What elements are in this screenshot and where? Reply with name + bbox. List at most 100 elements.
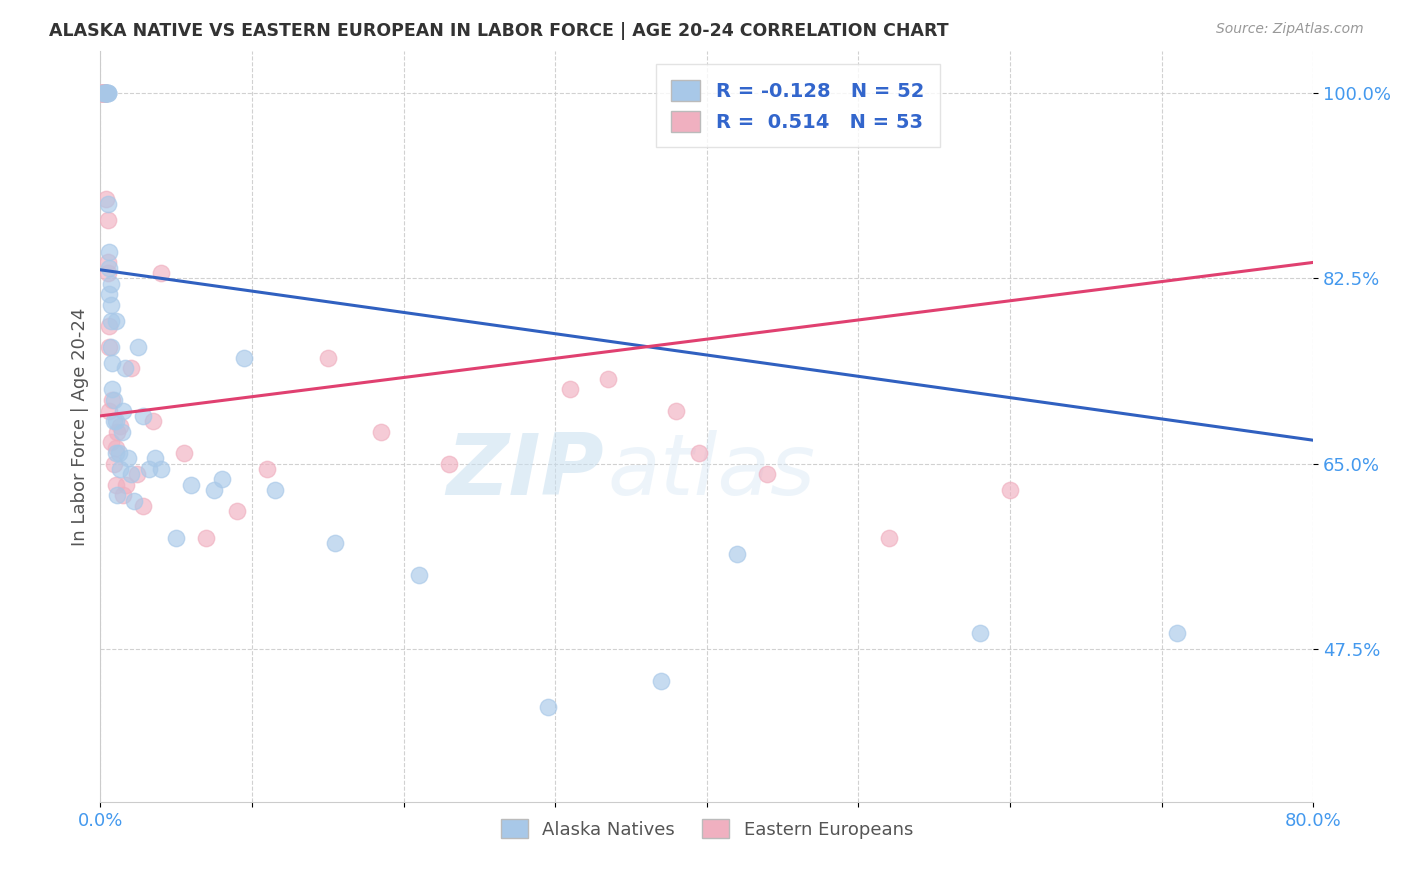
Point bbox=[97, 255, 120, 269]
Point bbox=[650, 673, 672, 688]
Point bbox=[688, 446, 710, 460]
Point bbox=[101, 383, 124, 397]
Point bbox=[101, 392, 124, 407]
Point bbox=[165, 531, 187, 545]
Point bbox=[103, 392, 125, 407]
Point bbox=[105, 488, 128, 502]
Point bbox=[97, 86, 120, 100]
Point bbox=[107, 446, 129, 460]
Point bbox=[96, 86, 118, 100]
Point bbox=[100, 340, 122, 354]
Point bbox=[104, 477, 127, 491]
Point bbox=[598, 372, 620, 386]
Point bbox=[100, 298, 122, 312]
Point bbox=[112, 403, 135, 417]
Point bbox=[173, 446, 195, 460]
Point bbox=[122, 493, 145, 508]
Point bbox=[437, 457, 460, 471]
Point bbox=[98, 340, 121, 354]
Point bbox=[560, 383, 582, 397]
Point bbox=[233, 351, 256, 365]
Point bbox=[97, 266, 120, 280]
Y-axis label: In Labor Force | Age 20-24: In Labor Force | Age 20-24 bbox=[72, 307, 89, 546]
Point bbox=[93, 86, 115, 100]
Point bbox=[225, 504, 247, 518]
Point bbox=[94, 86, 117, 100]
Point bbox=[756, 467, 779, 482]
Point bbox=[138, 462, 160, 476]
Point bbox=[998, 483, 1021, 497]
Point bbox=[117, 451, 139, 466]
Point bbox=[104, 441, 127, 455]
Point bbox=[96, 192, 118, 206]
Point bbox=[96, 86, 118, 100]
Point bbox=[96, 86, 118, 100]
Point bbox=[125, 467, 148, 482]
Text: ZIP: ZIP bbox=[446, 430, 603, 513]
Point bbox=[665, 403, 688, 417]
Point bbox=[325, 536, 347, 550]
Point bbox=[94, 86, 117, 100]
Point bbox=[256, 462, 278, 476]
Point bbox=[93, 86, 115, 100]
Point bbox=[101, 356, 124, 370]
Point bbox=[150, 266, 173, 280]
Point bbox=[93, 86, 115, 100]
Point bbox=[104, 414, 127, 428]
Point bbox=[195, 531, 218, 545]
Point bbox=[97, 197, 120, 211]
Point bbox=[93, 86, 115, 100]
Point bbox=[93, 86, 115, 100]
Point bbox=[94, 86, 117, 100]
Point bbox=[98, 287, 121, 301]
Point bbox=[97, 213, 120, 227]
Point bbox=[143, 451, 166, 466]
Text: Source: ZipAtlas.com: Source: ZipAtlas.com bbox=[1216, 22, 1364, 37]
Point bbox=[90, 86, 112, 100]
Point bbox=[104, 313, 127, 327]
Point bbox=[100, 435, 122, 450]
Point bbox=[263, 483, 285, 497]
Point bbox=[94, 86, 117, 100]
Point bbox=[93, 86, 115, 100]
Point bbox=[98, 403, 121, 417]
Point bbox=[96, 86, 118, 100]
Point bbox=[110, 425, 132, 439]
Point bbox=[132, 409, 155, 423]
Point bbox=[97, 86, 120, 100]
Point bbox=[112, 488, 135, 502]
Point bbox=[96, 86, 118, 100]
Point bbox=[114, 361, 136, 376]
Point bbox=[108, 419, 131, 434]
Point bbox=[105, 425, 128, 439]
Point bbox=[97, 86, 120, 100]
Point bbox=[150, 462, 173, 476]
Point bbox=[877, 531, 900, 545]
Point bbox=[211, 472, 233, 486]
Point bbox=[90, 86, 112, 100]
Point bbox=[969, 626, 991, 640]
Point bbox=[93, 86, 115, 100]
Point bbox=[370, 425, 392, 439]
Point bbox=[98, 260, 121, 275]
Point bbox=[94, 86, 117, 100]
Point bbox=[108, 462, 131, 476]
Point bbox=[103, 457, 125, 471]
Text: ALASKA NATIVE VS EASTERN EUROPEAN IN LABOR FORCE | AGE 20-24 CORRELATION CHART: ALASKA NATIVE VS EASTERN EUROPEAN IN LAB… bbox=[49, 22, 949, 40]
Point bbox=[536, 700, 558, 714]
Point bbox=[725, 547, 748, 561]
Point bbox=[132, 499, 155, 513]
Point bbox=[127, 340, 149, 354]
Point bbox=[98, 318, 121, 333]
Point bbox=[94, 86, 117, 100]
Point bbox=[96, 86, 118, 100]
Point bbox=[100, 277, 122, 291]
Point bbox=[93, 86, 115, 100]
Point bbox=[90, 86, 112, 100]
Point bbox=[142, 414, 165, 428]
Point bbox=[408, 567, 430, 582]
Point bbox=[316, 351, 339, 365]
Point bbox=[115, 477, 138, 491]
Point bbox=[120, 361, 142, 376]
Point bbox=[180, 477, 202, 491]
